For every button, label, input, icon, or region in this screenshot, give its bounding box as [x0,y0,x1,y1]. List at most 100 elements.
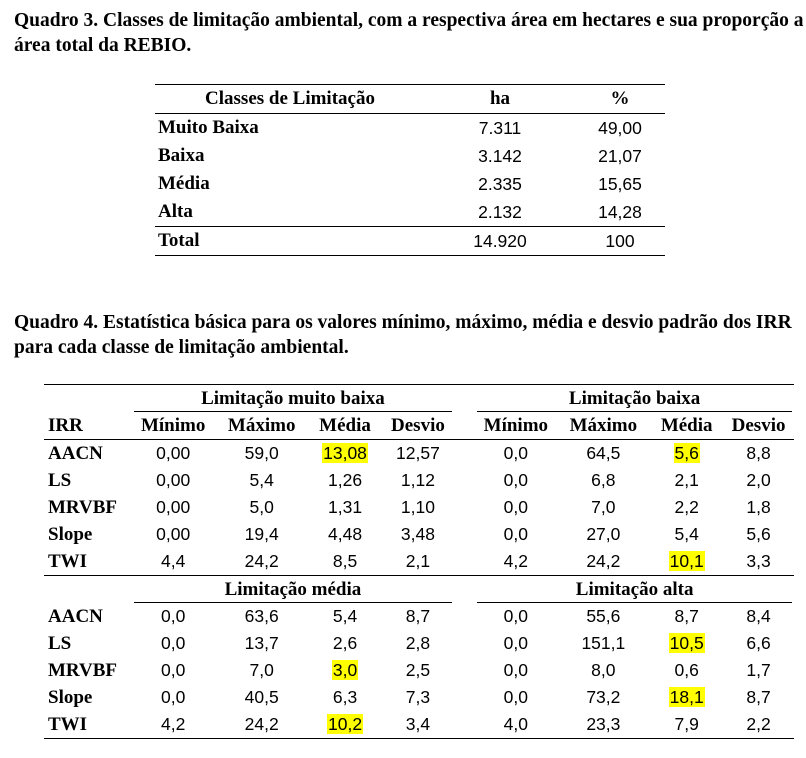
stat-value: 40,5 [244,687,279,707]
header-classes: Classes de Limitação [205,88,375,109]
stat-cell-left: 0,0 [132,603,215,630]
stat-cell-right: 7,0 [556,494,650,521]
stat-cell-left: 0,00 [132,521,215,548]
area-percent: 15,65 [598,174,642,194]
header-ha: ha [489,88,511,109]
stat-cell-left: 1,10 [381,494,454,521]
row-gap [454,630,475,657]
stat-value: 0,0 [503,633,528,653]
stat-cell-right: 5,6 [723,521,794,548]
quadro3-header-row: Classes de Limitação ha % [155,84,665,114]
group-underline [477,411,792,412]
row-gap [454,521,475,548]
group-label-right: Limitação alta [475,575,794,603]
stat-cell-right: 8,8 [723,440,794,468]
stat-value: 3,4 [405,714,431,734]
stat-cell-right: 1,8 [723,494,794,521]
stat-value: 19,4 [244,524,279,544]
stat-value: 7,9 [674,714,699,734]
stat-cell-left: 1,12 [381,467,454,494]
stat-value: 6,6 [746,633,771,653]
stat-cell-right: 2,2 [723,711,794,739]
stat-cell-right: 64,5 [556,440,650,468]
area-ha: 2.335 [478,174,522,194]
irr-name: Slope [48,686,93,708]
stat-cell-left: 24,2 [215,711,309,739]
table-row: AACN 0,0 63,6 5,4 8,7 0,0 55,6 8,7 8,4 [44,603,794,630]
header-stat: Mínimo [140,414,206,436]
stat-value: 4,2 [161,714,186,734]
area-percent: 49,00 [598,118,642,138]
area-percent: 21,07 [598,146,642,166]
stat-value: 12,57 [396,443,440,463]
stat-value: 2,0 [746,470,771,490]
stat-value: 6,8 [591,470,616,490]
stat-value: 0,0 [503,606,528,626]
stat-value: 0,0 [161,660,186,680]
stat-value: 2,1 [674,470,699,490]
stat-cell-left: 10,2 [309,711,382,739]
stat-value: 0,00 [156,470,191,490]
stat-cell-left: 2,5 [381,657,454,684]
quadro3-row: Alta 2.132 14,28 [155,198,665,227]
stat-value: 24,2 [586,551,621,571]
row-gap [454,603,475,630]
stat-value: 3,0 [331,660,359,680]
table-row: Slope 0,0 40,5 6,3 7,3 0,0 73,2 18,1 8,7 [44,684,794,711]
stat-cell-right: 23,3 [556,711,650,739]
stat-value: 5,4 [249,470,274,490]
area-percent: 14,28 [598,202,642,222]
stat-cell-right: 0,6 [650,657,723,684]
stat-cell-right: 0,0 [475,657,556,684]
total-label: Total [158,230,200,251]
stat-cell-left: 4,4 [132,548,215,576]
stat-value: 0,00 [156,524,191,544]
stat-cell-right: 18,1 [650,684,723,711]
stat-value: 2,6 [332,633,358,653]
stat-cell-left: 13,08 [309,440,382,468]
table-row: TWI 4,4 24,2 8,5 2,1 4,2 24,2 10,1 3,3 [44,548,794,576]
stat-value: 64,5 [586,443,621,463]
quadro3-row: Média 2.335 15,65 [155,170,665,198]
header-stat: Desvio [391,414,445,436]
stat-cell-left: 6,3 [309,684,382,711]
group-label-text: Limitação muito baixa [201,387,385,409]
header-stat: Mínimo [483,414,549,436]
stat-cell-right: 2,2 [650,494,723,521]
stat-cell-left: 40,5 [215,684,309,711]
stat-value: 4,4 [161,551,186,571]
stat-value: 7,3 [405,687,431,707]
stat-cell-right: 8,7 [650,603,723,630]
stat-cell-left: 5,0 [215,494,309,521]
quadro3-table: Classes de Limitação ha % Muito Baixa 7.3… [155,84,665,256]
stat-cell-right: 10,1 [650,548,723,576]
stat-value: 1,8 [746,497,771,517]
stat-cell-right: 0,0 [475,521,556,548]
stat-cell-right: 2,1 [650,467,723,494]
stat-cell-right: 1,7 [723,657,794,684]
irr-name: LS [48,469,72,491]
stat-value: 5,6 [673,443,700,463]
stat-value: 0,0 [503,497,528,517]
group-label-right: Limitação baixa [475,385,794,412]
stat-value: 151,1 [581,633,626,653]
stat-value: 13,08 [322,443,368,463]
stat-cell-right: 8,4 [723,603,794,630]
stat-value: 1,26 [328,470,363,490]
stat-value: 24,2 [244,714,279,734]
stat-cell-right: 8,0 [556,657,650,684]
area-ha: 7.311 [478,118,522,138]
stat-cell-right: 6,6 [723,630,794,657]
group-label-left: Limitação média [131,575,455,603]
irr-name: TWI [48,713,88,735]
group-label-text: Limitação média [224,578,362,600]
stat-cell-left: 3,0 [309,657,382,684]
row-gap [454,684,475,711]
stat-cell-left: 3,4 [381,711,454,739]
header-stat: Desvio [731,414,786,436]
stat-cell-right: 151,1 [556,630,650,657]
stat-cell-right: 27,0 [556,521,650,548]
quadro4-caption: Quadro 4. Estatística básica para os val… [14,312,792,358]
stat-cell-right: 5,4 [650,521,723,548]
stat-value: 1,12 [400,470,435,490]
